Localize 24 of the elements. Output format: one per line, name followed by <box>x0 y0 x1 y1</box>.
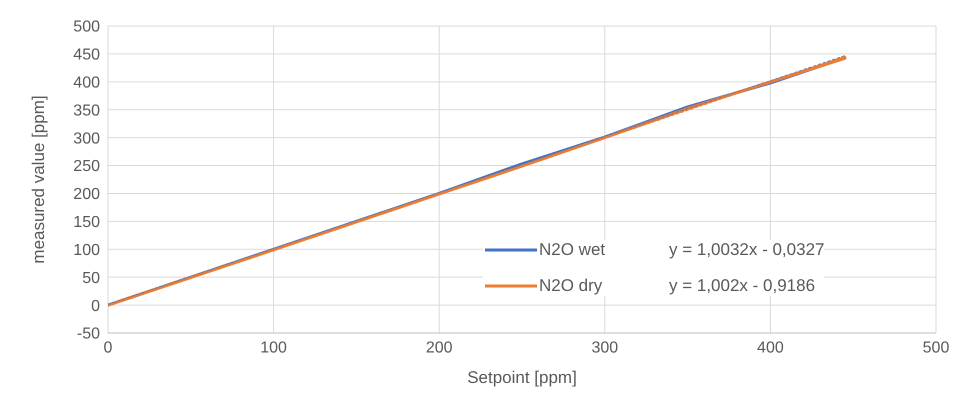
legend-label: N2O dry <box>539 276 604 296</box>
y-tick-label: 350 <box>73 102 100 120</box>
legend-label: N2O wet <box>539 240 606 260</box>
y-tick-label: 450 <box>73 46 100 64</box>
y-tick-label: 300 <box>73 130 100 148</box>
y-tick-label: 150 <box>73 214 100 232</box>
y-tick-label: 500 <box>73 18 100 36</box>
x-tick-label: 500 <box>922 339 950 356</box>
y-tick-label: 200 <box>73 186 100 204</box>
y-tick-label: 400 <box>73 74 100 92</box>
y-tick-label: 50 <box>82 270 100 287</box>
x-tick-label: 300 <box>591 339 618 356</box>
x-axis-title: Setpoint [ppm] <box>467 368 577 387</box>
y-tick-label: 250 <box>73 158 100 176</box>
y-tick-label: -50 <box>76 326 100 343</box>
y-tick-label: 0 <box>91 298 100 315</box>
y-axis-title: measured value [ppm] <box>29 95 48 264</box>
x-tick-label: 200 <box>426 339 453 356</box>
x-tick-label: 0 <box>104 339 113 356</box>
annotation: y = 1,002x - 0,9186 <box>669 276 816 296</box>
annotation: y = 1,0032x - 0,0327 <box>669 240 824 260</box>
y-tick-label: 100 <box>73 242 100 259</box>
x-tick-label: 100 <box>260 339 288 356</box>
x-tick-label: 400 <box>757 339 784 356</box>
